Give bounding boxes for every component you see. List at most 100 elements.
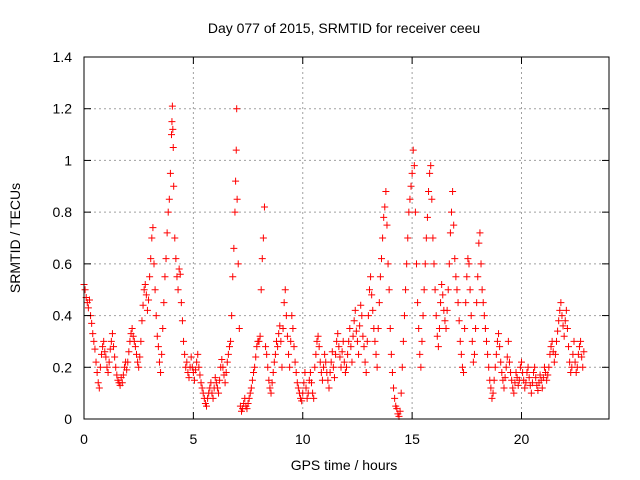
data-point (247, 384, 255, 392)
data-point (560, 332, 568, 340)
data-point (462, 299, 470, 307)
data-point (314, 332, 322, 340)
data-point (270, 358, 278, 366)
data-point (477, 260, 485, 268)
data-point (321, 350, 329, 358)
data-point (175, 265, 183, 273)
y-tick-label: 1.2 (53, 101, 73, 117)
data-point (190, 376, 198, 384)
data-point (335, 343, 343, 351)
y-axis-label: SRMTID / TECUs (7, 183, 23, 293)
data-point (93, 368, 101, 376)
data-point (555, 317, 563, 325)
data-point (134, 358, 142, 366)
data-point (493, 337, 501, 345)
data-point (357, 301, 365, 309)
data-point (374, 325, 382, 332)
data-point (487, 384, 495, 392)
data-point (410, 162, 418, 170)
data-point (142, 291, 150, 299)
data-point (362, 368, 370, 376)
data-point (386, 325, 394, 332)
data-point (91, 345, 99, 353)
data-point (84, 304, 92, 312)
data-point (149, 224, 157, 232)
data-point (232, 146, 240, 154)
data-point (326, 368, 334, 376)
data-point (458, 363, 466, 371)
data-point (139, 301, 147, 309)
data-point (166, 169, 174, 177)
data-point (336, 353, 344, 361)
data-point (510, 389, 518, 397)
data-point (259, 234, 267, 242)
data-point (101, 348, 109, 356)
data-point (579, 363, 587, 371)
data-point (490, 376, 498, 384)
data-point (343, 363, 350, 371)
data-point (498, 368, 506, 376)
data-point (243, 405, 251, 413)
data-point (312, 350, 320, 358)
data-point (90, 337, 98, 345)
data-point (164, 208, 172, 216)
data-point (329, 363, 337, 371)
data-point (457, 350, 465, 358)
data-point (333, 337, 341, 345)
data-point (378, 255, 385, 263)
data-point (372, 350, 380, 358)
data-point (558, 312, 566, 320)
data-point (443, 306, 451, 314)
data-point (198, 384, 206, 392)
data-point (484, 350, 492, 358)
data-point (433, 332, 441, 340)
data-point (453, 286, 461, 294)
y-tick-label: 0.2 (53, 359, 73, 375)
data-point (224, 350, 232, 358)
data-point (187, 353, 195, 361)
data-point (353, 337, 361, 345)
data-point (248, 376, 256, 384)
data-point (89, 330, 97, 338)
data-point (575, 343, 583, 351)
data-point (475, 239, 483, 247)
data-point (266, 384, 274, 392)
data-point (219, 363, 227, 371)
data-point (479, 299, 487, 307)
data-point (168, 102, 176, 110)
x-tick-label: 15 (404, 431, 420, 447)
data-point (96, 363, 104, 371)
data-point (104, 368, 112, 376)
data-point (313, 337, 321, 345)
data-point (324, 376, 332, 384)
x-tick-label: 0 (80, 431, 88, 447)
data-point (208, 389, 216, 397)
data-point (379, 234, 387, 242)
data-point (256, 332, 264, 340)
data-point (88, 319, 96, 327)
data-point (414, 299, 422, 307)
data-point (154, 343, 162, 351)
data-point (163, 229, 171, 237)
data-point (203, 402, 210, 410)
data-point (168, 118, 176, 126)
data-point (302, 384, 310, 392)
data-point (429, 234, 437, 242)
data-point (384, 260, 392, 268)
data-point (425, 187, 433, 195)
data-point (514, 381, 522, 389)
data-point (495, 330, 503, 338)
data-point (146, 273, 154, 281)
data-point (147, 255, 155, 263)
data-point (113, 371, 121, 379)
data-point (332, 350, 340, 358)
data-point (309, 389, 317, 397)
data-point (194, 350, 202, 358)
data-point (524, 363, 532, 371)
data-point (183, 358, 191, 366)
data-point (460, 368, 468, 376)
data-point (347, 343, 355, 351)
data-point (177, 299, 185, 307)
data-point (461, 325, 469, 332)
